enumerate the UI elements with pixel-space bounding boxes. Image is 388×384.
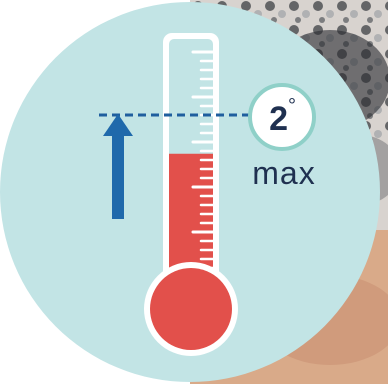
thermometer-scale — [191, 50, 215, 270]
badge-value: 2 — [269, 100, 288, 138]
badge-caption: max — [252, 155, 315, 191]
badge-circle — [248, 83, 316, 151]
max-badge: 2 ° — [248, 83, 316, 151]
thermometer-icon — [144, 33, 238, 356]
arrow-up-icon — [103, 114, 133, 219]
badge-degree: ° — [288, 95, 296, 117]
